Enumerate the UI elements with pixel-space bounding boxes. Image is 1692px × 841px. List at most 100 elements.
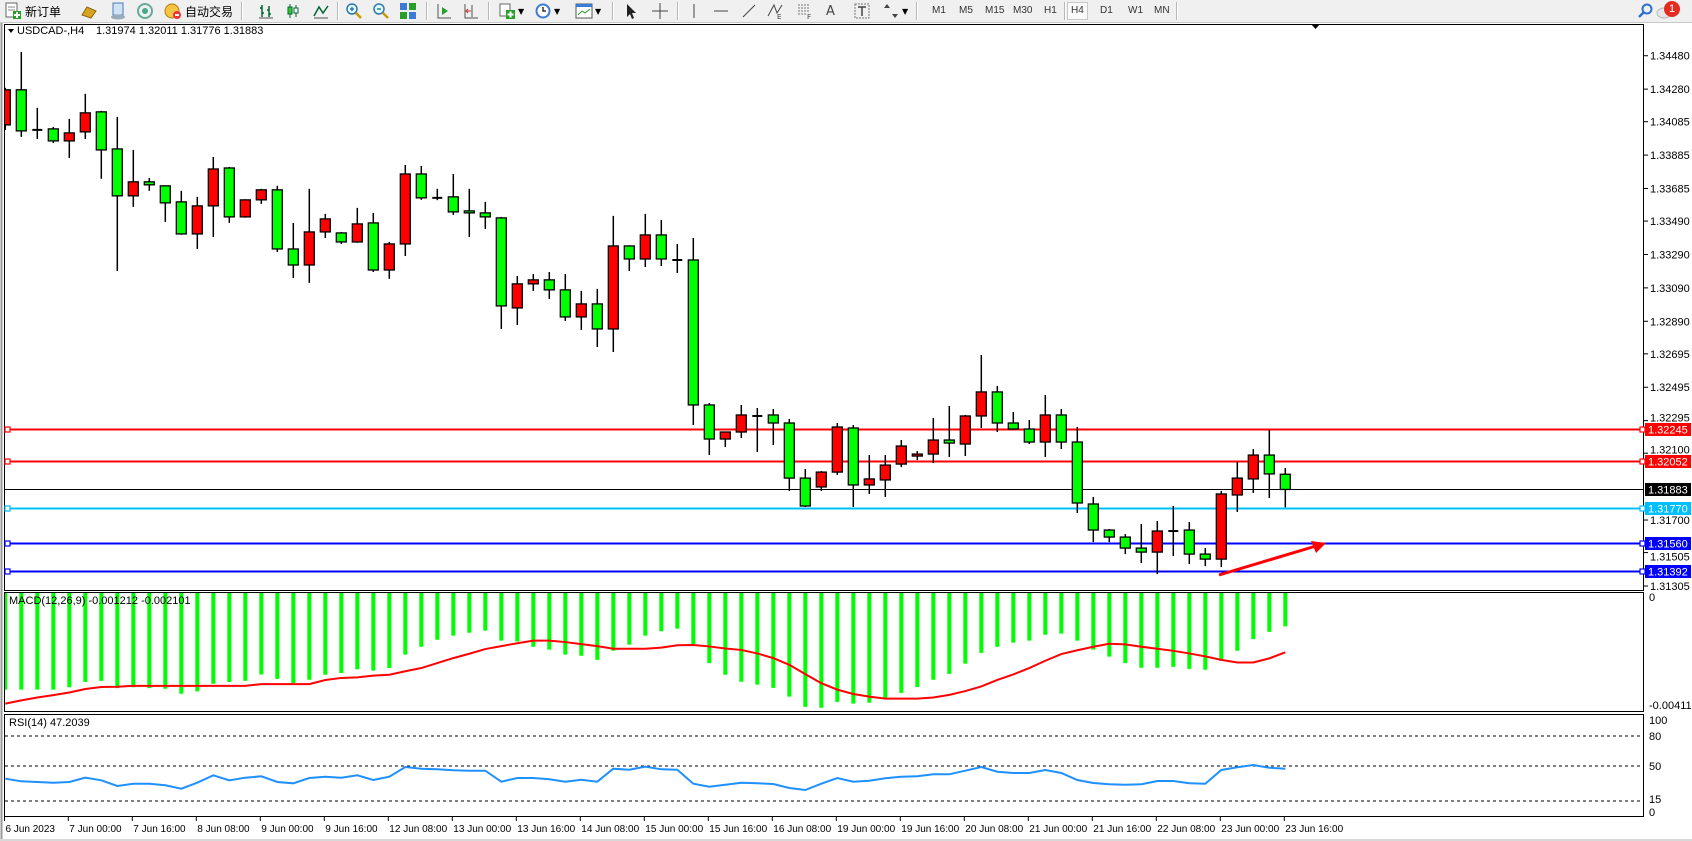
text-button[interactable]: A bbox=[826, 2, 835, 20]
vertical-line-button[interactable] bbox=[685, 2, 703, 20]
zoom-out-button[interactable] bbox=[372, 2, 390, 20]
zoom-in-icon bbox=[346, 3, 362, 19]
candle-body bbox=[1263, 454, 1275, 475]
signals-button[interactable] bbox=[136, 2, 154, 20]
timeframe-h1[interactable]: H1 bbox=[1044, 5, 1057, 16]
new-order-button[interactable]: 新订单 bbox=[4, 2, 61, 20]
price-line-label: 1.31560 bbox=[1648, 539, 1688, 551]
candle-body bbox=[1039, 414, 1051, 443]
toolbar-separator bbox=[488, 2, 490, 20]
line-handle[interactable] bbox=[1639, 568, 1646, 575]
trendline-button[interactable] bbox=[740, 2, 758, 20]
time-axis-label: 12 Jun 08:00 bbox=[389, 824, 447, 835]
text-icon: A bbox=[826, 3, 835, 19]
horizontal-line-button[interactable] bbox=[712, 2, 730, 20]
market-watch-button[interactable] bbox=[109, 2, 127, 20]
line-handle[interactable] bbox=[4, 568, 11, 575]
candle-body bbox=[287, 248, 299, 266]
line-handle[interactable] bbox=[1639, 426, 1646, 433]
symbol-timeframe-label: USDCAD-,H4 bbox=[17, 25, 84, 37]
line-handle[interactable] bbox=[4, 426, 11, 433]
time-axis-label: 8 Jun 08:00 bbox=[197, 824, 250, 835]
trend-arrow-head[interactable] bbox=[1311, 541, 1326, 553]
candle-body bbox=[1279, 473, 1291, 491]
fibonacci-expansion-button[interactable]: E bbox=[766, 2, 784, 20]
autotrading-button[interactable]: 自动交易 bbox=[163, 2, 233, 20]
line-handle[interactable] bbox=[4, 540, 11, 547]
timeframe-d1[interactable]: D1 bbox=[1100, 5, 1113, 16]
candle-body bbox=[607, 245, 619, 330]
candle-body bbox=[543, 279, 555, 291]
price-axis-label: 1.32890 bbox=[1650, 316, 1690, 328]
candle-body bbox=[1151, 530, 1163, 553]
toolbar-separator bbox=[241, 2, 243, 20]
candle-body bbox=[351, 223, 363, 243]
candle-body bbox=[415, 173, 427, 199]
bar-chart-button[interactable] bbox=[257, 2, 275, 20]
crosshair-icon bbox=[652, 3, 668, 19]
crosshair-button[interactable] bbox=[651, 2, 669, 20]
chevron-down-icon: ▼ bbox=[595, 6, 602, 16]
timeframe-m30[interactable]: M30 bbox=[1013, 5, 1033, 16]
line-handle[interactable] bbox=[1639, 540, 1646, 547]
price-axis-label: 1.31305 bbox=[1650, 581, 1690, 593]
line-chart-button[interactable] bbox=[312, 2, 330, 20]
timeframe-w1[interactable]: W1 bbox=[1128, 5, 1143, 16]
candle-body bbox=[591, 303, 603, 330]
timeframe-mn[interactable]: MN bbox=[1154, 5, 1170, 16]
timeframe-m1[interactable]: M1 bbox=[932, 5, 946, 16]
rsi-axis-label: 50 bbox=[1649, 761, 1661, 773]
time-axis-label: 21 Jun 16:00 bbox=[1093, 824, 1151, 835]
bar-chart-icon bbox=[259, 5, 273, 19]
trend-arrow-line[interactable] bbox=[1218, 544, 1317, 577]
arrows-button[interactable]: ▼ bbox=[882, 2, 908, 20]
candle-body bbox=[703, 404, 715, 440]
price-line-label: 1.31770 bbox=[1648, 504, 1688, 516]
timeframe-m15[interactable]: M15 bbox=[985, 5, 1005, 16]
tile-windows-icon bbox=[400, 3, 416, 19]
line-handle[interactable] bbox=[1639, 505, 1646, 512]
price-line-label: 1.32245 bbox=[1648, 425, 1688, 437]
indicators-button[interactable]: ▼ bbox=[498, 2, 524, 20]
chart-shift-marker[interactable] bbox=[1311, 24, 1320, 29]
timeframe-h4[interactable]: H4 bbox=[1067, 2, 1088, 20]
time-axis-label: 7 Jun 00:00 bbox=[69, 824, 122, 835]
tile-windows-button[interactable] bbox=[399, 2, 417, 20]
candle-body bbox=[1119, 536, 1131, 549]
line-handle[interactable] bbox=[1639, 458, 1646, 465]
candle-body bbox=[447, 196, 459, 213]
candle-body bbox=[127, 181, 139, 197]
timeframe-m5[interactable]: M5 bbox=[959, 5, 973, 16]
line-handle[interactable] bbox=[4, 505, 11, 512]
search-button[interactable] bbox=[1637, 2, 1653, 20]
line-chart-icon bbox=[313, 5, 329, 19]
periods-button[interactable]: ▼ bbox=[534, 2, 560, 20]
chart-shift-button[interactable] bbox=[462, 2, 480, 20]
fibonacci-fan-icon: F bbox=[798, 4, 811, 20]
chevron-down-icon: ▼ bbox=[518, 6, 525, 16]
auto-scroll-button[interactable] bbox=[435, 2, 453, 20]
price-axis-label: 1.32695 bbox=[1650, 349, 1690, 361]
fibonacci-fan-button[interactable]: F bbox=[796, 2, 814, 20]
cursor-button[interactable] bbox=[622, 2, 640, 20]
candle-body bbox=[5, 89, 11, 126]
templates-button[interactable]: ▼ bbox=[575, 2, 601, 20]
time-axis-label: 15 Jun 00:00 bbox=[645, 824, 703, 835]
auto-scroll-icon bbox=[437, 4, 451, 19]
candle-body bbox=[271, 189, 283, 250]
price-axis-label: 1.32495 bbox=[1650, 382, 1690, 394]
rsi-pane-frame bbox=[4, 714, 1644, 817]
svg-text:F: F bbox=[807, 13, 811, 20]
autotrading-icon bbox=[164, 3, 181, 19]
legend-dropdown-icon[interactable] bbox=[8, 29, 14, 33]
candlestick-button[interactable] bbox=[284, 2, 302, 20]
candle-body bbox=[495, 217, 507, 307]
gold-button[interactable] bbox=[80, 2, 98, 20]
text-label-button[interactable] bbox=[853, 2, 871, 20]
line-handle[interactable] bbox=[4, 458, 11, 465]
window-bottom-edge bbox=[0, 839, 1692, 841]
zoom-in-button[interactable] bbox=[345, 2, 363, 20]
current-price-label: 1.31883 bbox=[1648, 485, 1688, 497]
candle-body bbox=[927, 439, 939, 455]
